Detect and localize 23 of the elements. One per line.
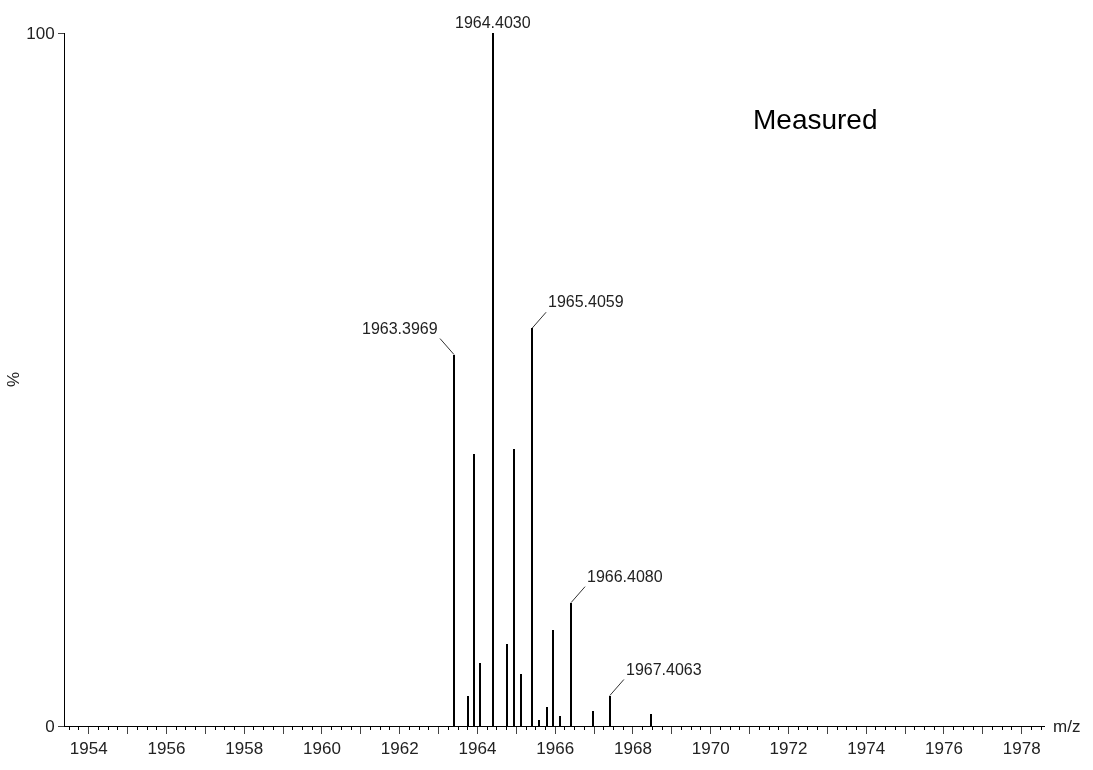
x-tick-label: 1964: [458, 739, 497, 759]
annotation: 1963.3969: [362, 320, 438, 337]
x-tick-label: 1972: [769, 739, 808, 759]
x-axis-title: m/z: [1053, 717, 1081, 736]
x-tick-label: 1966: [536, 739, 575, 759]
annotation: 1966.4080: [587, 568, 663, 585]
x-tick-label: 1968: [614, 739, 652, 759]
annotation: 1964.4030: [455, 14, 531, 31]
x-tick-label: 1976: [925, 739, 963, 759]
annotation: 1967.4063: [626, 661, 702, 678]
y-axis-title: %: [3, 371, 23, 388]
annotation: 1965.4059: [548, 293, 624, 310]
x-tick-label: 1956: [147, 739, 186, 759]
x-tick-label: 1970: [691, 739, 730, 759]
x-tick-label: 1974: [847, 739, 886, 759]
x-tick-label: 1962: [380, 739, 419, 759]
y-tick-label: 100: [26, 23, 55, 43]
x-tick-label: 1954: [69, 739, 108, 759]
x-tick-label: 1978: [1002, 739, 1041, 759]
annotation: Measured: [753, 104, 878, 135]
x-tick-label: 1958: [225, 739, 264, 759]
x-tick-label: 1960: [303, 739, 341, 759]
y-tick-label: 0: [45, 716, 55, 736]
